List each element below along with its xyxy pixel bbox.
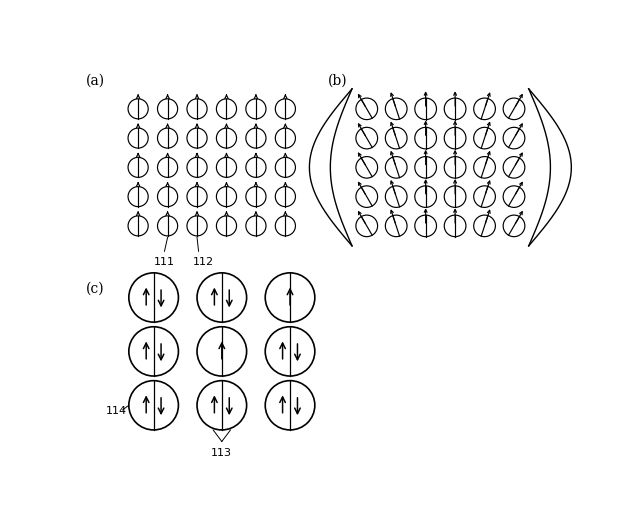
Text: 112: 112 (193, 257, 214, 267)
Text: (b): (b) (328, 74, 348, 87)
Text: 113: 113 (211, 448, 232, 458)
Text: 114: 114 (106, 407, 127, 417)
Text: 111: 111 (154, 257, 175, 267)
Text: (c): (c) (86, 282, 105, 296)
Text: (a): (a) (86, 74, 106, 87)
